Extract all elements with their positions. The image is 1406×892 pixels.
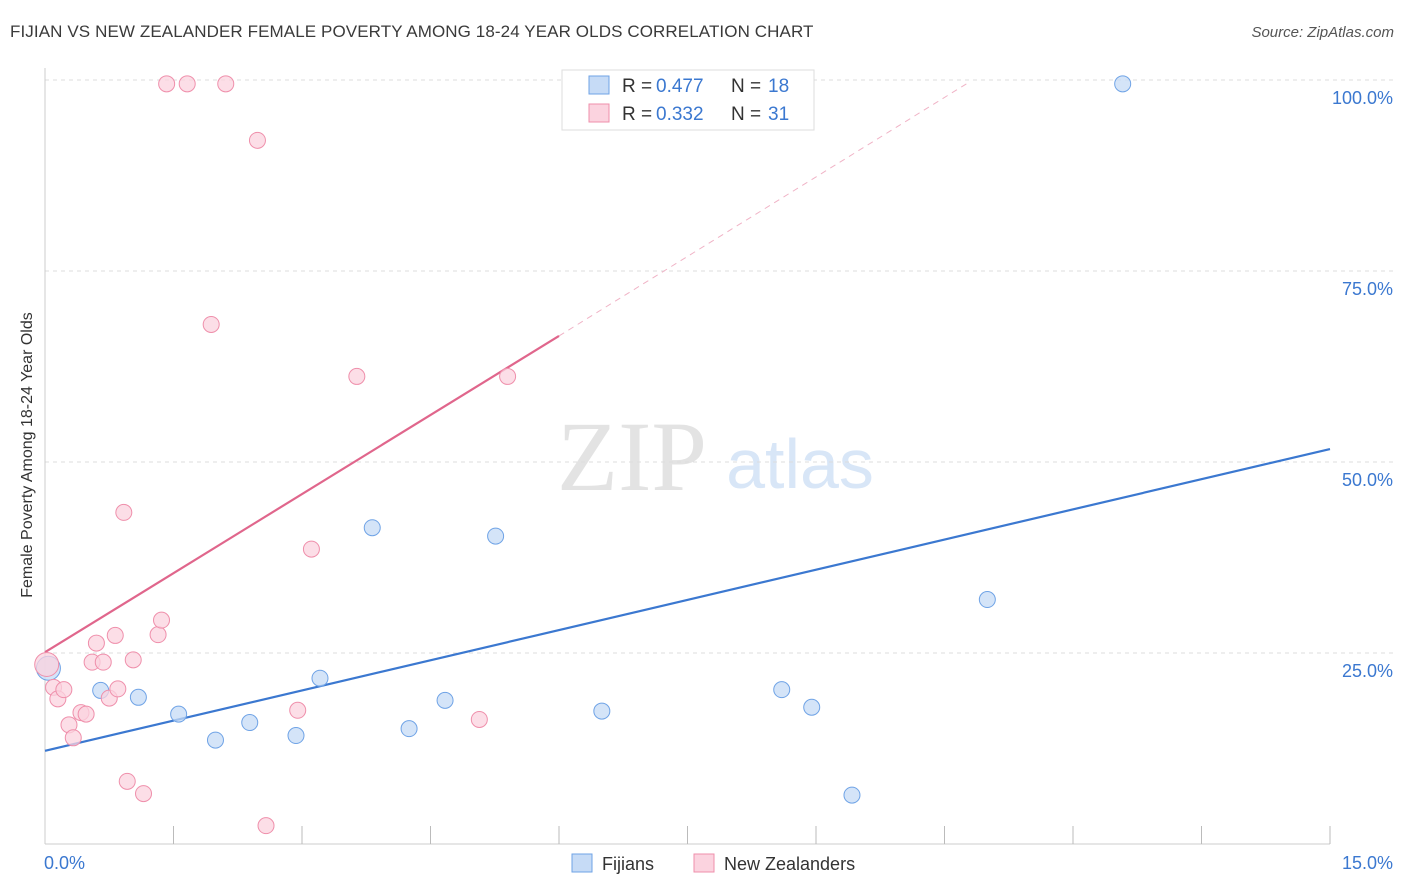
new-zealanders-point	[149, 626, 167, 644]
new-zealanders-trend-line	[44, 335, 560, 654]
fijians-point	[803, 698, 821, 716]
new-zealanders-point	[348, 367, 366, 385]
new-zealanders-point	[470, 710, 488, 728]
new-zealanders-point	[77, 705, 95, 723]
new-zealanders-point	[202, 315, 220, 333]
fijians-point	[129, 688, 147, 706]
new-zealanders-n-label: N =	[731, 104, 761, 125]
y-tick-label: 100.0%	[1332, 88, 1393, 108]
fijians-point	[241, 714, 259, 732]
new-zealanders-point	[55, 681, 73, 699]
new-zealanders-point	[158, 75, 176, 93]
fijians-point	[170, 705, 188, 723]
new-zealanders-point	[289, 701, 307, 719]
new-zealanders-point	[499, 367, 517, 385]
new-zealanders-point	[302, 540, 320, 558]
chart-title: FIJIAN VS NEW ZEALANDER FEMALE POVERTY A…	[10, 22, 814, 41]
source-credit: Source: ZipAtlas.com	[1251, 24, 1394, 41]
fijians-point	[487, 527, 505, 545]
new-zealanders-r-label: R =	[622, 104, 652, 125]
new-zealanders-point	[217, 75, 235, 93]
fijians-trend-line	[44, 447, 1331, 752]
watermark-zip: ZIP	[557, 401, 707, 512]
new-zealanders-point	[64, 729, 82, 747]
x-tick-label: 15.0%	[1342, 853, 1393, 873]
fijians-point	[363, 519, 381, 537]
new-zealanders-n-value: 31	[768, 104, 789, 125]
new-zealanders-point	[153, 611, 171, 629]
gridlines	[45, 79, 1395, 654]
new-zealanders-legend-swatch	[588, 103, 610, 123]
new-zealanders-point	[115, 503, 133, 521]
fijians-point	[206, 731, 224, 749]
new-zealanders-point	[34, 651, 60, 677]
fijians-point	[773, 681, 791, 699]
fijians-point	[843, 786, 861, 804]
legend-fijians-swatch	[571, 853, 593, 873]
trend-lines	[44, 81, 1331, 752]
series-legend: Fijians New Zealanders	[571, 853, 855, 874]
fijians-r-value: 0.477	[656, 76, 704, 97]
y-tick-label: 25.0%	[1342, 661, 1393, 681]
new-zealanders-point	[257, 817, 275, 835]
new-zealanders-point	[109, 680, 127, 698]
new-zealanders-point	[106, 626, 124, 644]
fijians-point	[1114, 75, 1132, 93]
legend-new-zealanders-swatch	[693, 853, 715, 873]
fijians-n-value: 18	[768, 76, 789, 97]
data-points	[34, 75, 1132, 835]
fijians-point	[287, 727, 305, 745]
axes	[44, 68, 1331, 845]
x-tick-label: 0.0%	[44, 853, 85, 873]
fijians-point	[436, 691, 454, 709]
fijians-n-label: N =	[731, 76, 761, 97]
new-zealanders-point	[124, 651, 142, 669]
fijians-point	[311, 669, 329, 687]
legend-fijians-label: Fijians	[602, 854, 654, 874]
fijians-r-label: R =	[622, 76, 652, 97]
new-zealanders-point	[135, 785, 153, 803]
new-zealanders-point	[87, 634, 105, 652]
y-tick-label: 50.0%	[1342, 470, 1393, 490]
new-zealanders-point	[178, 75, 196, 93]
y-tick-label: 75.0%	[1342, 279, 1393, 299]
new-zealanders-trend-extension	[558, 81, 971, 337]
new-zealanders-point	[118, 772, 136, 790]
fijians-point	[978, 591, 996, 609]
legend-new-zealanders-label: New Zealanders	[724, 854, 855, 874]
fijians-point	[400, 720, 418, 738]
fijians-point	[593, 702, 611, 720]
new-zealanders-point	[94, 653, 112, 671]
watermark-atlas: atlas	[726, 425, 874, 503]
new-zealanders-point	[248, 131, 266, 149]
stats-legend: R = 0.477 N = 18 R = 0.332 N = 31	[561, 69, 815, 131]
tick-labels: 100.0% 75.0% 50.0% 25.0% 0.0% 15.0%	[44, 88, 1393, 873]
new-zealanders-r-value: 0.332	[656, 104, 704, 125]
fijians-legend-swatch	[588, 75, 610, 95]
